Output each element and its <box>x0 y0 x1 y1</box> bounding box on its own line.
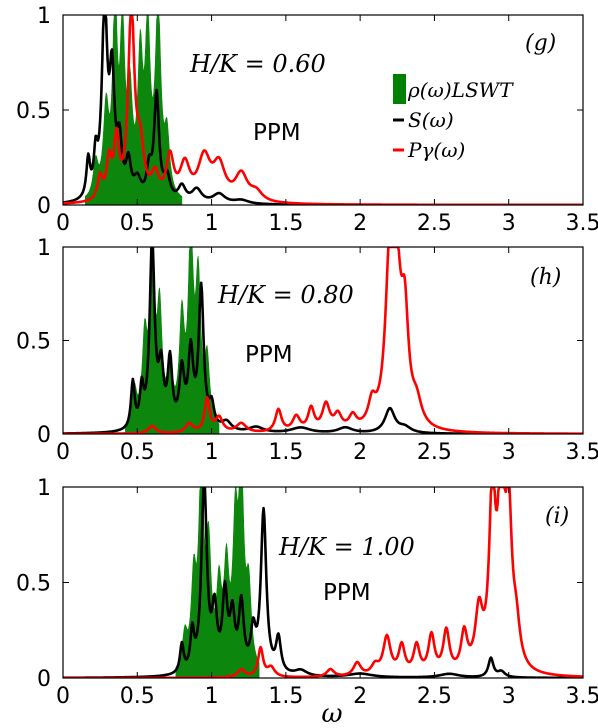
x-tick-label: 3.5 <box>566 211 598 236</box>
x-tick-label: 3.5 <box>566 440 598 465</box>
x-tick-label: 0 <box>56 684 70 709</box>
x-tick-label: 1.5 <box>268 684 303 709</box>
y-tick-label: 0.5 <box>16 330 51 355</box>
x-tick-label: 1.5 <box>268 211 303 236</box>
legend-label: ρ(ω)LSWT <box>407 78 514 102</box>
y-tick-label: 1 <box>37 236 51 261</box>
field-label: H/K = 0.80 <box>217 281 354 309</box>
panel-label: (g) <box>525 31 556 56</box>
plot-area <box>63 247 583 434</box>
panel-h: 0 0.5 1 1.5 2 2.5 3 3.5 0 0.5 1 H/K = 0.80 PPM (h) <box>16 236 598 465</box>
y-tick-label: 0.5 <box>16 99 51 124</box>
legend-swatch-fill <box>393 74 406 104</box>
panel-label: (i) <box>545 504 569 529</box>
phase-label: PPM <box>253 120 301 146</box>
x-tick-label: 1 <box>205 440 219 465</box>
x-tick-label: 0.5 <box>120 684 155 709</box>
field-label: H/K = 0.60 <box>189 50 326 78</box>
series-rho-lswt <box>84 15 183 205</box>
x-tick-label: 0.5 <box>120 440 155 465</box>
x-tick-label: 3 <box>502 684 516 709</box>
x-tick-label: 3 <box>502 440 516 465</box>
series-p-gamma <box>63 247 583 434</box>
x-tick-label: 0 <box>56 440 70 465</box>
panel-g: 0 0.5 1 1.5 2 2.5 3 3.5 0 0.5 1 H/K = 0.60 PPM (g) ρ(ω… <box>16 4 598 236</box>
x-tick-label: 0.5 <box>120 211 155 236</box>
x-tick-label: 2.5 <box>417 211 452 236</box>
x-tick-label: 2 <box>353 440 367 465</box>
x-tick-label: 2 <box>353 211 367 236</box>
field-label: H/K = 1.00 <box>278 533 415 561</box>
y-tick-label: 0.5 <box>16 572 51 597</box>
x-tick-label: 1.5 <box>268 440 303 465</box>
plot-area <box>63 15 583 205</box>
y-tick-label: 0 <box>37 423 51 448</box>
x-tick-label: 1 <box>205 211 219 236</box>
x-tick-label: 1 <box>205 684 219 709</box>
x-tick-label: 2 <box>353 684 367 709</box>
x-tick-label: 2.5 <box>417 684 452 709</box>
y-tick-label: 0 <box>37 667 51 692</box>
x-axis-label: ω <box>321 699 342 728</box>
y-tick-label: 1 <box>37 4 51 29</box>
legend-label: Pγ(ω) <box>407 138 465 162</box>
phase-label: PPM <box>245 342 293 368</box>
panel-label: (h) <box>530 265 561 290</box>
panel-i: 0 0.5 1 1.5 2 2.5 3 3.5 0 0.5 1 H/K = 1.00 PPM (i) ω <box>16 476 598 728</box>
x-tick-label: 3 <box>502 211 516 236</box>
y-tick-label: 0 <box>37 194 51 219</box>
y-tick-label: 1 <box>37 476 51 501</box>
legend: ρ(ω)LSWT S(ω) Pγ(ω) <box>393 74 514 162</box>
x-tick-label: 0 <box>56 211 70 236</box>
legend-label: S(ω) <box>408 108 454 132</box>
x-tick-label: 2.5 <box>417 440 452 465</box>
x-tick-label: 3.5 <box>566 684 598 709</box>
phase-label: PPM <box>323 580 371 606</box>
